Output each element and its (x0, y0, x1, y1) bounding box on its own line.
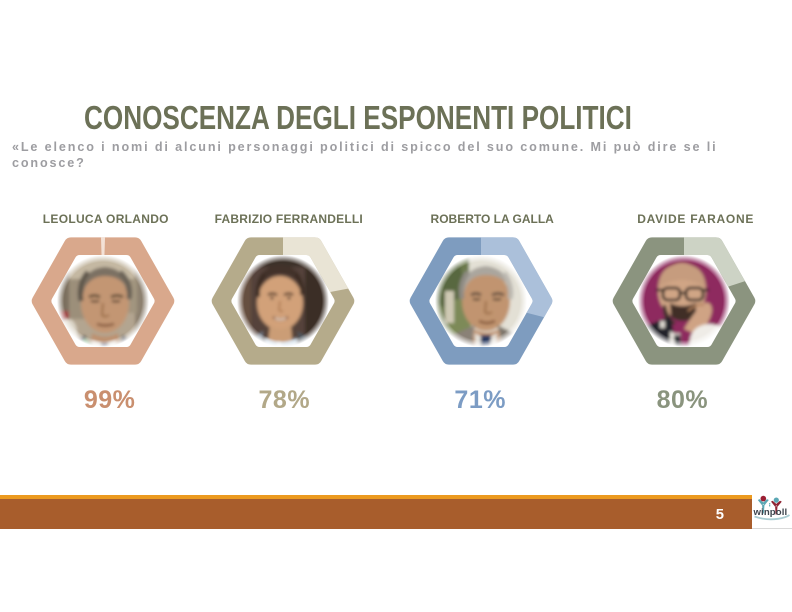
svg-text:winpoll: winpoll (753, 507, 788, 518)
